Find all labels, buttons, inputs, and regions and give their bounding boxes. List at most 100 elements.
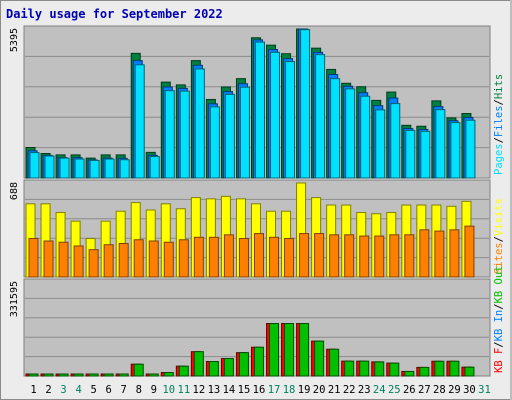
kbout-bar xyxy=(329,348,340,377)
kbout-bar xyxy=(148,373,159,377)
sites-bar xyxy=(223,234,234,278)
x-tick-label: 17 xyxy=(268,384,281,396)
pages-bar xyxy=(104,158,115,179)
x-tick-label: 23 xyxy=(358,384,371,396)
x-tick-label: 26 xyxy=(403,384,416,396)
kbout-bar xyxy=(58,373,69,377)
legend-entry: Pages xyxy=(493,143,505,175)
kbout-bar xyxy=(133,363,144,377)
pages-bar xyxy=(194,68,205,179)
x-tick-label: 16 xyxy=(253,384,266,396)
x-tick-label: 14 xyxy=(223,384,236,396)
kbout-bar xyxy=(118,373,129,377)
kbout-bar xyxy=(178,365,189,377)
sites-bar xyxy=(163,241,174,278)
kbout-bar xyxy=(208,361,219,377)
x-tick-label: 7 xyxy=(121,384,127,396)
legend-entry: Hits xyxy=(493,74,505,99)
kbout-bar xyxy=(103,373,114,377)
legend-entry: KB Out xyxy=(493,266,505,304)
x-tick-label: 3 xyxy=(60,384,66,396)
x-tick-label: 9 xyxy=(151,384,157,396)
sites-bar xyxy=(178,239,189,278)
x-tick-label: 19 xyxy=(298,384,311,396)
pages-bar xyxy=(254,41,265,179)
pages-bar xyxy=(330,78,341,179)
pages-bar xyxy=(224,93,235,179)
sites-bar xyxy=(389,234,400,278)
kbout-bar xyxy=(163,372,174,377)
x-tick-label: 29 xyxy=(448,384,461,396)
kbout-bar xyxy=(284,323,295,377)
y-max-label: 331595 xyxy=(9,281,20,317)
sites-bar xyxy=(284,238,295,278)
legend-entry: Visits xyxy=(493,198,505,236)
pages-bar xyxy=(44,155,55,179)
sites-bar xyxy=(253,233,264,278)
pages-bar xyxy=(360,95,371,179)
x-tick-label: 24 xyxy=(373,384,386,396)
kbout-bar xyxy=(299,323,310,377)
pages-bar xyxy=(209,106,220,179)
y-max-label: 688 xyxy=(9,182,20,200)
sites-bar xyxy=(193,236,204,278)
sites-bar xyxy=(73,245,84,278)
sites-bar xyxy=(434,230,445,278)
x-tick-label: 20 xyxy=(313,384,326,396)
kbout-bar xyxy=(238,352,249,377)
sites-bar xyxy=(58,241,69,278)
x-tick-label: 12 xyxy=(193,384,206,396)
sites-bar xyxy=(374,235,385,278)
legend-entry: KB F xyxy=(493,348,505,373)
pages-bar xyxy=(89,159,100,179)
pages-bar xyxy=(450,122,461,179)
kbout-bar xyxy=(434,360,445,377)
sites-bar xyxy=(238,238,249,278)
x-tick-label: 11 xyxy=(178,384,191,396)
kbout-bar xyxy=(193,351,204,377)
kbout-bar xyxy=(404,370,415,377)
sites-bar xyxy=(43,240,54,278)
pages-bar xyxy=(179,90,190,179)
x-tick-label: 25 xyxy=(388,384,401,396)
x-tick-label: 2 xyxy=(45,384,51,396)
kbout-bar xyxy=(88,373,99,377)
pages-bar xyxy=(375,109,386,179)
x-tick-label: 8 xyxy=(136,384,142,396)
kbout-bar xyxy=(253,346,264,377)
pages-bar xyxy=(74,158,85,179)
x-tick-label: 15 xyxy=(238,384,251,396)
pages-bar xyxy=(285,61,296,179)
sites-bar xyxy=(208,236,219,278)
x-tick-label: 13 xyxy=(208,384,221,396)
sites-bar xyxy=(299,233,310,278)
pages-bar xyxy=(239,86,250,179)
pages-bar xyxy=(300,29,311,179)
x-tick-label: 5 xyxy=(90,384,96,396)
sites-bar xyxy=(28,238,39,278)
x-tick-label: 30 xyxy=(463,384,476,396)
kbout-bar xyxy=(344,360,355,377)
x-tick-label: 31 xyxy=(478,384,491,396)
sites-bar xyxy=(419,229,430,278)
kbout-bar xyxy=(73,373,84,377)
pages-bar xyxy=(270,51,281,179)
pages-bar xyxy=(465,119,476,179)
chart-title: Daily usage for September 2022 xyxy=(6,7,223,21)
pages-bar xyxy=(164,90,175,179)
sites-bar xyxy=(359,235,370,278)
x-tick-label: 27 xyxy=(418,384,431,396)
pages-bar xyxy=(149,156,160,179)
pages-bar xyxy=(315,54,326,179)
kbout-bar xyxy=(269,323,280,377)
x-tick-label: 4 xyxy=(75,384,81,396)
sites-bar xyxy=(133,239,144,278)
sites-bar xyxy=(464,225,475,278)
sites-bar xyxy=(314,233,325,278)
x-tick-label: 21 xyxy=(328,384,341,396)
sites-bar xyxy=(88,249,99,278)
pages-bar xyxy=(59,157,70,179)
pages-bar xyxy=(345,88,356,179)
sites-bar xyxy=(329,234,340,278)
